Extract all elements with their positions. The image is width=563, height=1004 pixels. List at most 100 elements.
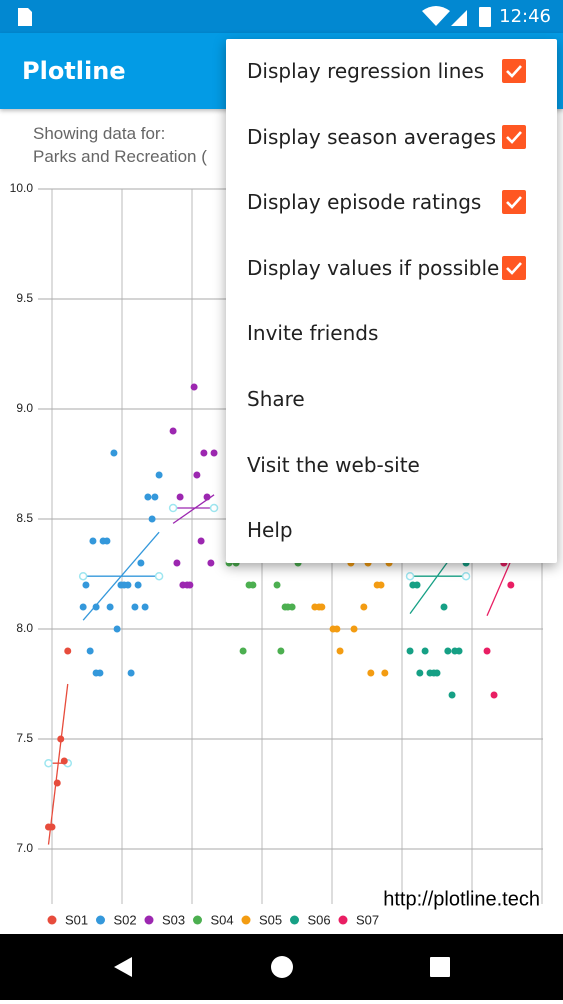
episode-point — [433, 669, 441, 677]
battery-icon — [479, 7, 491, 27]
nav-bar — [0, 934, 563, 1000]
menu-item[interactable]: Display values if possible — [226, 236, 557, 301]
episode-point — [144, 493, 152, 501]
watermark: http://plotline.tech — [383, 888, 540, 910]
average-marker — [78, 571, 88, 581]
y-tick-label: 7.0 — [16, 841, 33, 855]
menu-label: Display values if possible — [247, 255, 500, 280]
episode-point — [86, 647, 94, 655]
episode-point — [490, 691, 498, 699]
overflow-menu: Display regression lines Display season a… — [226, 39, 557, 563]
back-button[interactable] — [114, 957, 132, 977]
y-tick-label: 10.0 — [10, 181, 34, 195]
wifi-icon — [422, 6, 450, 26]
episode-point — [318, 603, 326, 611]
episode-point — [131, 603, 139, 611]
legend-swatch — [193, 915, 202, 925]
episode-point — [193, 471, 201, 479]
recents-button[interactable] — [430, 957, 450, 977]
y-tick-label: 9.0 — [16, 401, 33, 415]
episode-point — [333, 625, 341, 633]
episode-point — [406, 647, 414, 655]
subtitle: Showing data for: — [33, 124, 166, 143]
menu-label: Display episode ratings — [247, 190, 482, 215]
episode-point — [127, 669, 135, 677]
episode-point — [137, 559, 145, 567]
average-marker — [154, 571, 164, 581]
check-mark — [506, 196, 522, 210]
menu-item[interactable]: Invite friends — [226, 301, 557, 366]
menu-item[interactable]: Share — [226, 367, 557, 432]
legend-label: S02 — [114, 912, 137, 927]
episode-point — [186, 581, 194, 589]
episode-point — [173, 559, 181, 567]
episode-point — [507, 581, 515, 589]
legend-swatch — [144, 915, 154, 925]
episode-point — [103, 537, 111, 545]
checkbox[interactable] — [502, 255, 526, 280]
episode-point — [82, 581, 90, 589]
episode-point — [124, 581, 132, 589]
sd-icon — [18, 8, 32, 26]
episode-point — [210, 449, 218, 457]
episode-point — [53, 779, 61, 787]
legend-label: S07 — [356, 912, 379, 927]
episode-point — [203, 493, 211, 501]
episode-point — [377, 581, 385, 589]
episode-point — [440, 603, 448, 611]
episode-point — [483, 647, 491, 655]
episode-point — [64, 647, 72, 655]
legend-label: S01 — [65, 912, 88, 927]
episode-point — [134, 581, 142, 589]
episode-point — [48, 823, 56, 831]
episode-point — [92, 603, 100, 611]
menu-item[interactable]: Visit the web-site — [226, 433, 557, 498]
episode-point — [381, 669, 389, 677]
episode-point — [448, 691, 456, 699]
average-marker — [209, 503, 219, 513]
episode-point — [360, 603, 368, 611]
legend-swatch — [241, 915, 251, 925]
episode-point — [155, 471, 163, 479]
episode-point — [367, 669, 375, 677]
status-icons — [18, 6, 491, 27]
episode-point — [89, 537, 97, 545]
average-marker — [44, 758, 53, 768]
checkbox[interactable] — [502, 124, 526, 149]
signal-icon — [451, 10, 467, 26]
menu-label: Help — [247, 518, 293, 543]
y-tick-label: 8.5 — [16, 511, 33, 525]
episode-point — [110, 449, 118, 457]
episode-point — [113, 625, 121, 633]
subtitle: Parks and Recreation ( — [33, 147, 207, 166]
episode-point — [96, 669, 104, 677]
episode-point — [151, 493, 159, 501]
episode-point — [421, 647, 429, 655]
regression-line — [47, 683, 69, 845]
episode-point — [106, 603, 114, 611]
legend-label: S05 — [259, 912, 282, 927]
episode-point — [141, 603, 149, 611]
episode-point — [79, 603, 87, 611]
average-marker — [461, 571, 471, 581]
checkbox[interactable] — [502, 190, 526, 215]
check-mark — [506, 65, 522, 78]
legend-swatch — [290, 915, 299, 925]
nav-icons — [114, 956, 450, 978]
menu-item[interactable]: Help — [226, 498, 557, 563]
menu-item[interactable]: Display episode ratings — [226, 170, 557, 235]
app-title: Plotline — [22, 57, 126, 85]
episode-point — [57, 735, 65, 743]
legend-label: S03 — [162, 912, 185, 927]
episode-point — [273, 581, 281, 589]
home-button[interactable] — [271, 956, 293, 978]
episode-point — [60, 757, 68, 765]
status-bar: 12:46 — [0, 0, 563, 33]
menu-item[interactable]: Display season averages — [226, 105, 557, 170]
average-marker — [405, 571, 415, 581]
check-mark — [506, 261, 522, 275]
menu-item[interactable]: Display regression lines — [226, 39, 557, 104]
clock: 12:46 — [499, 6, 551, 27]
checkbox[interactable] — [502, 59, 526, 83]
